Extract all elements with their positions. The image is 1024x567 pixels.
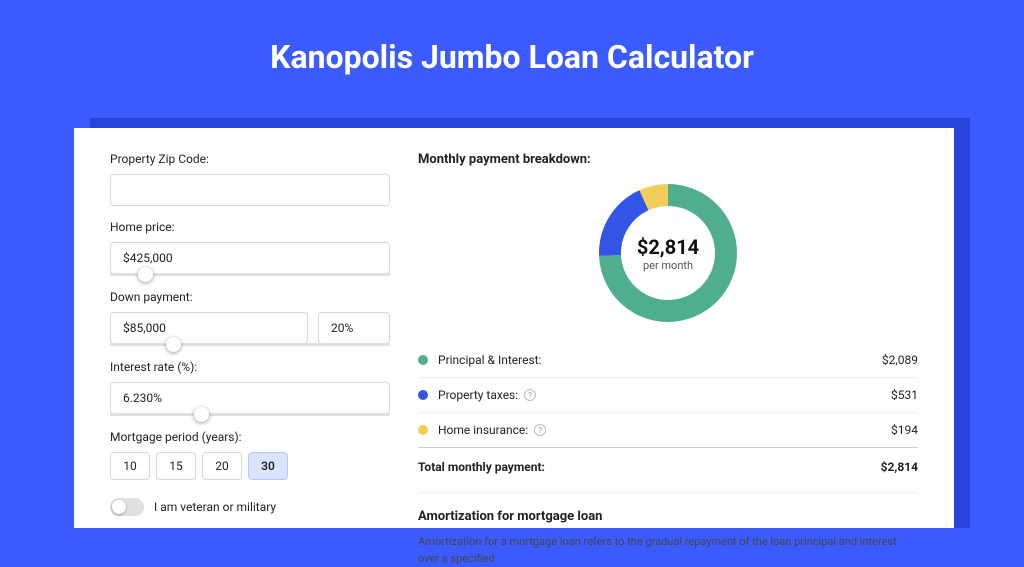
legend-value: $194 <box>891 423 918 437</box>
period-button-10[interactable]: 10 <box>110 452 150 480</box>
interest-rate-label: Interest rate (%): <box>110 360 390 374</box>
donut-container: $2,814 per month <box>418 183 918 323</box>
donut-amount: $2,814 <box>637 235 699 259</box>
interest-rate-field: Interest rate (%): <box>110 360 390 416</box>
legend-dot <box>418 390 428 400</box>
home-price-label: Home price: <box>110 220 390 234</box>
total-label: Total monthly payment: <box>418 460 881 474</box>
period-button-15[interactable]: 15 <box>156 452 196 480</box>
interest-rate-input[interactable] <box>110 382 390 414</box>
mortgage-period-label: Mortgage period (years): <box>110 430 390 444</box>
page-title: Kanopolis Jumbo Loan Calculator <box>0 0 1024 104</box>
legend-label: Property taxes:? <box>438 388 891 402</box>
down-payment-label: Down payment: <box>110 290 390 304</box>
home-price-slider[interactable] <box>110 273 390 276</box>
legend-row: Principal & Interest:$2,089 <box>418 343 918 378</box>
mortgage-period-field: Mortgage period (years): 10152030 <box>110 430 390 480</box>
amortization-text: Amortization for a mortgage loan refers … <box>418 534 918 567</box>
home-price-slider-thumb[interactable] <box>138 267 153 282</box>
interest-rate-slider-thumb[interactable] <box>194 407 209 422</box>
info-icon[interactable]: ? <box>524 389 536 401</box>
total-value: $2,814 <box>881 460 918 474</box>
mortgage-period-group: 10152030 <box>110 452 390 480</box>
info-icon[interactable]: ? <box>534 424 546 436</box>
breakdown-title: Monthly payment breakdown: <box>418 152 918 167</box>
legend-value: $531 <box>891 388 918 402</box>
veteran-row: I am veteran or military <box>110 498 390 516</box>
down-payment-field: Down payment: <box>110 290 390 346</box>
legend-dot <box>418 425 428 435</box>
donut-subtext: per month <box>643 259 693 272</box>
amortization-title: Amortization for mortgage loan <box>418 509 918 524</box>
legend-row: Property taxes:?$531 <box>418 378 918 413</box>
period-button-20[interactable]: 20 <box>202 452 242 480</box>
legend-label: Home insurance:? <box>438 423 891 437</box>
zip-input[interactable] <box>110 174 390 206</box>
breakdown-column: Monthly payment breakdown: $2,814 per mo… <box>418 152 918 528</box>
period-button-30[interactable]: 30 <box>248 452 288 480</box>
amortization-section: Amortization for mortgage loan Amortizat… <box>418 492 918 567</box>
down-payment-slider[interactable] <box>110 343 390 346</box>
legend-dot <box>418 355 428 365</box>
interest-rate-slider[interactable] <box>110 413 390 416</box>
breakdown-legend: Principal & Interest:$2,089Property taxe… <box>418 343 918 448</box>
form-column: Property Zip Code: Home price: Down paym… <box>110 152 390 528</box>
calculator-panel: Property Zip Code: Home price: Down paym… <box>74 128 954 528</box>
zip-field: Property Zip Code: <box>110 152 390 206</box>
legend-row: Home insurance:?$194 <box>418 413 918 448</box>
down-payment-pct-input[interactable] <box>318 312 390 344</box>
down-payment-input[interactable] <box>110 312 308 344</box>
payment-donut-chart: $2,814 per month <box>598 183 738 323</box>
legend-label: Principal & Interest: <box>438 353 882 367</box>
down-payment-slider-thumb[interactable] <box>166 337 181 352</box>
home-price-field: Home price: <box>110 220 390 276</box>
home-price-input[interactable] <box>110 242 390 274</box>
zip-label: Property Zip Code: <box>110 152 390 166</box>
veteran-toggle[interactable] <box>110 498 144 516</box>
total-row: Total monthly payment: $2,814 <box>418 448 918 488</box>
legend-value: $2,089 <box>882 353 918 367</box>
